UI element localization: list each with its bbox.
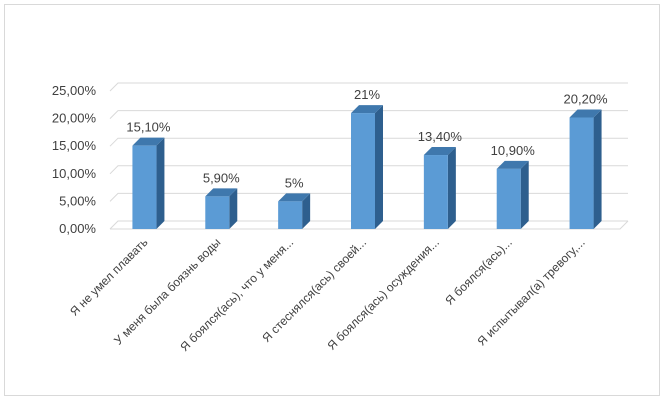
- data-label: 13,40%: [418, 129, 463, 144]
- x-tick-label: Я не умел плавать: [67, 235, 150, 318]
- gridline: [109, 220, 628, 230]
- bar: [132, 145, 157, 229]
- y-tick-label: 0,00%: [59, 221, 96, 236]
- bar-top: [423, 147, 456, 156]
- bar: [569, 117, 594, 229]
- y-tick-label: 10,00%: [52, 166, 97, 181]
- bar-top: [351, 105, 383, 114]
- chart-frame: [4, 4, 660, 396]
- data-label: 5,90%: [203, 170, 240, 185]
- gridline: [109, 137, 628, 147]
- bar-side: [520, 160, 529, 229]
- gridline: [109, 82, 628, 92]
- bar-top: [569, 109, 602, 118]
- bar: [205, 196, 230, 229]
- bar: [351, 113, 375, 229]
- data-label: 10,90%: [491, 143, 536, 158]
- bar-side: [229, 188, 238, 229]
- bar: [423, 155, 448, 229]
- bar-side: [593, 109, 602, 229]
- gridline: [109, 165, 628, 175]
- bar-top: [132, 137, 165, 146]
- bar-side: [375, 105, 383, 229]
- data-label: 5%: [285, 175, 304, 190]
- bar-side: [447, 147, 456, 229]
- data-label: 15,10%: [126, 120, 171, 135]
- bar: [278, 201, 303, 229]
- bar: [496, 168, 521, 229]
- bar-top: [496, 160, 529, 169]
- data-label: 20,20%: [564, 91, 609, 106]
- gridline: [109, 192, 628, 202]
- y-tick-label: 5,00%: [59, 193, 96, 208]
- data-label: 21%: [354, 87, 380, 102]
- bar-side: [156, 137, 165, 229]
- y-tick-label: 15,00%: [52, 138, 97, 153]
- bar-side: [302, 193, 311, 229]
- y-tick-label: 25,00%: [52, 83, 97, 98]
- bar-top: [205, 188, 238, 197]
- gridline: [109, 110, 628, 119]
- x-tick-label: Я боялся(ась)...: [442, 235, 514, 307]
- bar-top: [278, 193, 311, 202]
- y-tick-label: 20,00%: [52, 111, 97, 126]
